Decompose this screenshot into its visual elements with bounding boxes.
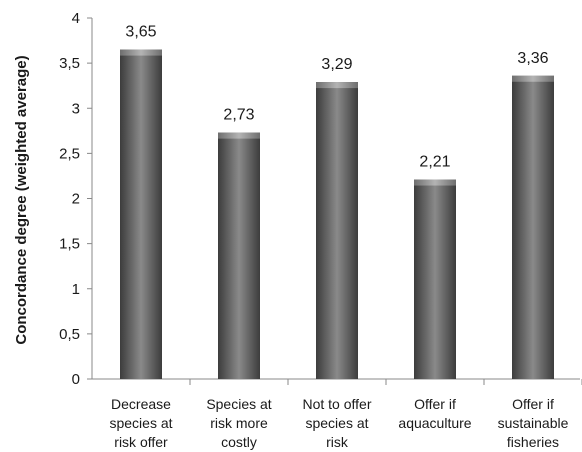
y-axis-label: Concordance degree (weighted average) [13, 55, 30, 344]
bar-cap [512, 75, 554, 82]
y-tick-label: 1,5 [59, 236, 80, 253]
labels: 3,65 Decrease species at risk offer 2,73 Spec… [109, 24, 568, 450]
bar-cap [414, 179, 456, 186]
bar-cap [120, 49, 162, 56]
x-tick-label: Offer if aquaculture [398, 396, 471, 431]
x-tick-label-line: aquaculture [398, 415, 471, 431]
axes: 0 0,5 1 1,5 2 2,5 3 3,5 4 [59, 10, 582, 388]
y-tick-label: 2,5 [59, 145, 80, 162]
y-tick-label: 3,5 [59, 55, 80, 72]
y-tick-label: 0 [72, 371, 80, 388]
x-tick-label: Offer if sustainable fisheries [498, 396, 569, 450]
x-tick-label-line: species at [305, 415, 368, 431]
data-label: 2,73 [223, 107, 254, 124]
y-tick-label: 3 [72, 100, 80, 117]
x-tick-label-line: sustainable [498, 415, 569, 431]
x-tick-label: Not to offer species at risk [302, 396, 371, 450]
x-tick-label-line: fisheries [507, 434, 559, 450]
bar-cap [218, 132, 260, 139]
bar [512, 75, 554, 379]
data-label: 3,36 [517, 50, 548, 67]
bars [120, 49, 554, 380]
bar-cap [316, 82, 358, 89]
y-tick-label: 2 [72, 191, 80, 208]
x-tick-label-line: risk offer [114, 434, 168, 450]
x-tick-label-line: risk more [210, 415, 268, 431]
x-tick-label: Species at risk more costly [206, 396, 271, 450]
bar-body [414, 179, 456, 379]
x-tick-label-line: Offer if [512, 396, 554, 412]
x-tick-label-line: costly [221, 434, 257, 450]
bar [316, 82, 358, 379]
data-label: 2,21 [419, 154, 450, 171]
x-tick-label-line: species at [109, 415, 172, 431]
bar-body [512, 75, 554, 379]
x-tick-label-line: risk [326, 434, 349, 450]
bar [120, 49, 162, 380]
bar-body [316, 82, 358, 379]
x-tick-label-line: Offer if [414, 396, 456, 412]
data-label: 3,29 [321, 56, 352, 73]
x-tick-label-line: Species at [206, 396, 271, 412]
bar-body [218, 132, 260, 379]
x-tick-label: Decrease species at risk offer [109, 396, 172, 450]
x-tick-label-line: Decrease [111, 396, 171, 412]
bar [414, 179, 456, 379]
data-label: 3,65 [125, 24, 156, 41]
x-tick-label-line: Not to offer [302, 396, 371, 412]
y-tick-label: 0,5 [59, 326, 80, 343]
y-tick-label: 4 [72, 10, 80, 27]
bar [218, 132, 260, 379]
y-tick-label: 1 [72, 281, 80, 298]
bar-body [120, 49, 162, 380]
